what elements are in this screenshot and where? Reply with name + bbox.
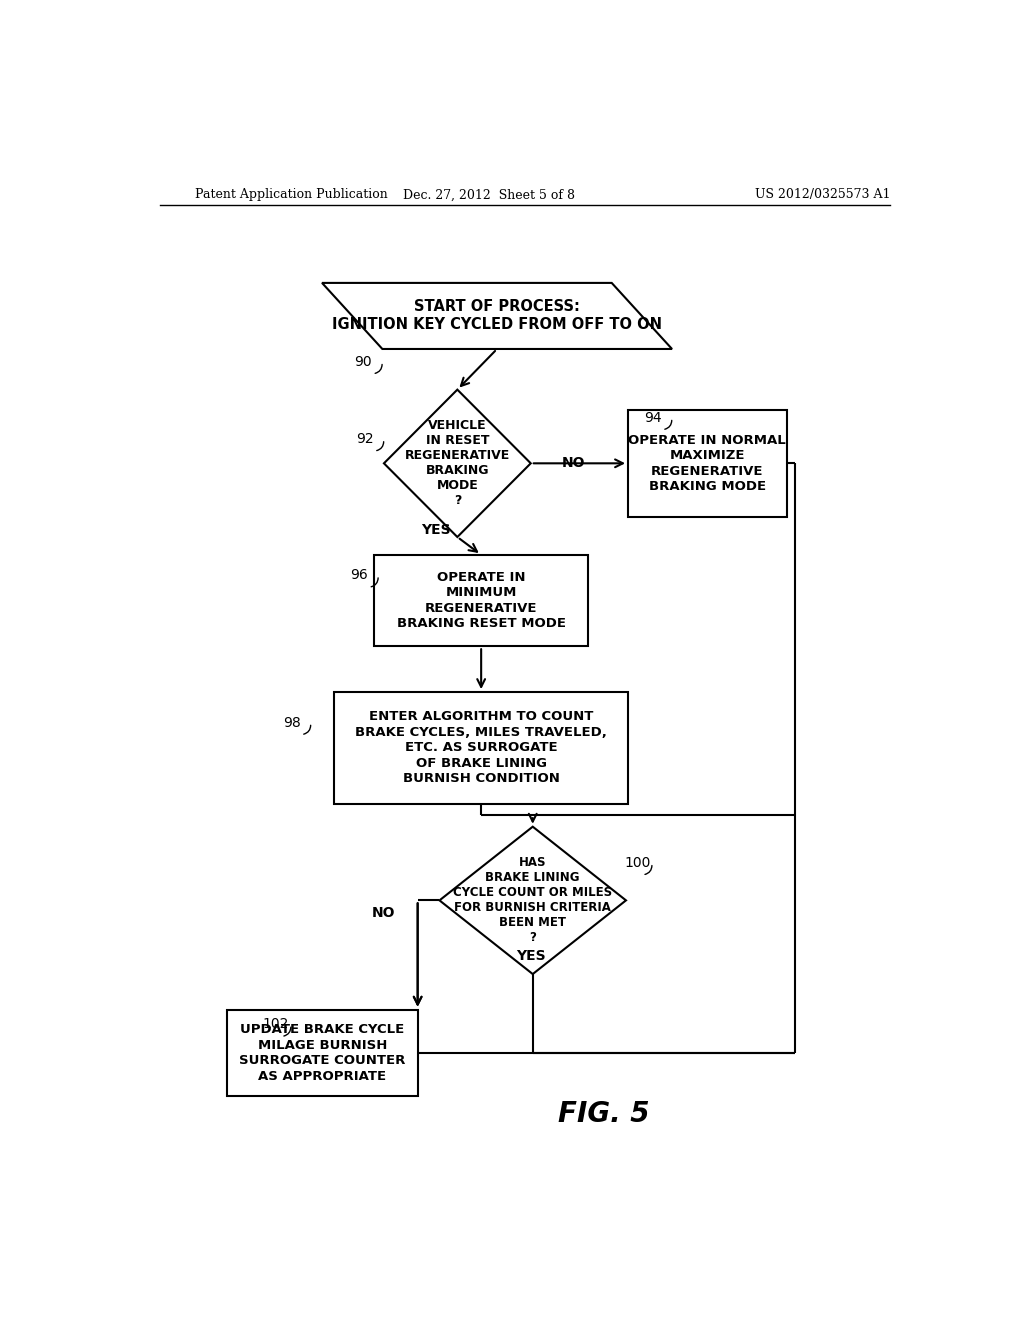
Bar <box>374 554 588 647</box>
Text: US 2012/0325573 A1: US 2012/0325573 A1 <box>755 189 890 202</box>
Bar <box>227 1010 418 1096</box>
Text: START OF PROCESS:
IGNITION KEY CYCLED FROM OFF TO ON: START OF PROCESS: IGNITION KEY CYCLED FR… <box>332 300 663 333</box>
Text: VEHICLE
IN RESET
REGENERATIVE
BRAKING
MODE
?: VEHICLE IN RESET REGENERATIVE BRAKING MO… <box>404 420 510 507</box>
Text: 94: 94 <box>644 411 662 425</box>
Text: OPERATE IN NORMAL
MAXIMIZE
REGENERATIVE
BRAKING MODE: OPERATE IN NORMAL MAXIMIZE REGENERATIVE … <box>629 433 786 494</box>
Text: OPERATE IN
MINIMUM
REGENERATIVE
BRAKING RESET MODE: OPERATE IN MINIMUM REGENERATIVE BRAKING … <box>396 570 565 630</box>
Text: YES: YES <box>516 949 546 964</box>
Text: UPDATE BRAKE CYCLE
MILAGE BURNISH
SURROGATE COUNTER
AS APPROPRIATE: UPDATE BRAKE CYCLE MILAGE BURNISH SURROG… <box>240 1023 406 1082</box>
Bar <box>334 692 628 804</box>
Text: NO: NO <box>562 457 586 470</box>
Text: Patent Application Publication: Patent Application Publication <box>196 189 388 202</box>
Text: HAS
BRAKE LINING
CYCLE COUNT OR MILES
FOR BURNISH CRITERIA
BEEN MET
?: HAS BRAKE LINING CYCLE COUNT OR MILES FO… <box>454 857 612 944</box>
Text: YES: YES <box>421 524 451 537</box>
Text: Dec. 27, 2012  Sheet 5 of 8: Dec. 27, 2012 Sheet 5 of 8 <box>403 189 575 202</box>
Text: 102: 102 <box>263 1018 290 1031</box>
Text: 96: 96 <box>350 568 368 582</box>
Text: 100: 100 <box>624 855 650 870</box>
Text: ENTER ALGORITHM TO COUNT
BRAKE CYCLES, MILES TRAVELED,
ETC. AS SURROGATE
OF BRAK: ENTER ALGORITHM TO COUNT BRAKE CYCLES, M… <box>355 710 607 785</box>
Text: 90: 90 <box>354 355 372 368</box>
Text: 92: 92 <box>355 432 374 446</box>
Text: FIG. 5: FIG. 5 <box>558 1100 650 1127</box>
Bar <box>628 411 786 516</box>
Text: 98: 98 <box>283 715 300 730</box>
Text: NO: NO <box>372 906 395 920</box>
